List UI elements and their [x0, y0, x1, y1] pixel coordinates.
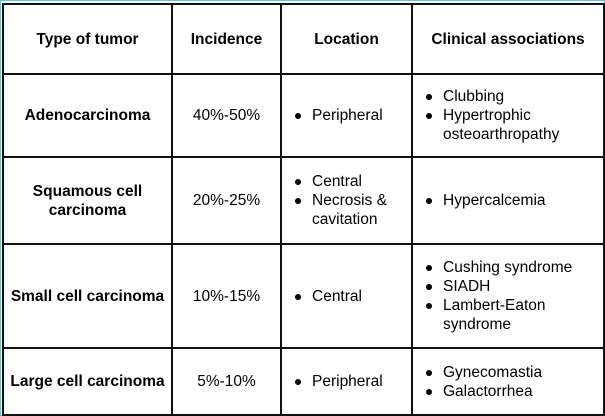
location-list: Peripheral	[282, 372, 407, 391]
location-cell: Central Necrosis & cavitation	[280, 156, 413, 245]
location-list: Peripheral	[282, 106, 407, 125]
clinical-association-item: Lambert-Eaton syndrome	[426, 296, 599, 334]
clinical-association-item: SIADH	[426, 277, 599, 296]
clinical-associations-cell: Clubbing Hypertrophic osteoarthropathy	[411, 73, 605, 158]
incidence-cell: 40%-50%	[171, 73, 282, 158]
location-cell: Peripheral	[280, 73, 413, 158]
location-list: Central	[282, 287, 407, 306]
table-row: Squamous cell carcinoma 20%-25% Central …	[2, 156, 605, 245]
location-item: Central	[295, 172, 407, 191]
clinical-associations-list: Cushing syndrome SIADH Lambert-Eaton syn…	[413, 258, 599, 334]
table-row: Small cell carcinoma 10%-15% Central Cus…	[2, 243, 605, 349]
clinical-associations-list: Clubbing Hypertrophic osteoarthropathy	[413, 87, 599, 144]
location-item: Peripheral	[295, 106, 407, 125]
tumor-type-cell: Small cell carcinoma	[2, 243, 173, 349]
table-row: Adenocarcinoma 40%-50% Peripheral Clubbi…	[2, 73, 605, 158]
clinical-associations-cell: Gynecomastia Galactorrhea	[411, 347, 605, 416]
clinical-associations-list: Hypercalcemia	[413, 191, 599, 210]
location-list: Central Necrosis & cavitation	[282, 172, 407, 229]
header-clinical-associations: Clinical associations	[411, 3, 605, 75]
lung-tumor-table: Type of tumor Incidence Location Clinica…	[2, 3, 605, 416]
incidence-cell: 10%-15%	[171, 243, 282, 349]
clinical-association-item: Hypertrophic osteoarthropathy	[426, 106, 599, 144]
tumor-type-cell: Squamous cell carcinoma	[2, 156, 173, 245]
incidence-cell: 20%-25%	[171, 156, 282, 245]
clinical-association-item: Gynecomastia	[426, 363, 599, 382]
location-cell: Central	[280, 243, 413, 349]
table-row: Large cell carcinoma 5%-10% Peripheral G…	[2, 347, 605, 416]
clinical-associations-cell: Hypercalcemia	[411, 156, 605, 245]
tumor-type-cell: Adenocarcinoma	[2, 73, 173, 158]
clinical-association-item: Galactorrhea	[426, 382, 599, 401]
clinical-association-item: Cushing syndrome	[426, 258, 599, 277]
header-location: Location	[280, 3, 413, 75]
location-cell: Peripheral	[280, 347, 413, 416]
header-incidence: Incidence	[171, 3, 282, 75]
header-row: Type of tumor Incidence Location Clinica…	[2, 3, 605, 75]
location-item: Necrosis & cavitation	[295, 191, 407, 229]
location-item: Peripheral	[295, 372, 407, 391]
clinical-associations-list: Gynecomastia Galactorrhea	[413, 363, 599, 401]
clinical-association-item: Hypercalcemia	[426, 191, 599, 210]
tumor-type-cell: Large cell carcinoma	[2, 347, 173, 416]
clinical-associations-cell: Cushing syndrome SIADH Lambert-Eaton syn…	[411, 243, 605, 349]
location-item: Central	[295, 287, 407, 306]
incidence-cell: 5%-10%	[171, 347, 282, 416]
clinical-association-item: Clubbing	[426, 87, 599, 106]
header-type-of-tumor: Type of tumor	[2, 3, 173, 75]
